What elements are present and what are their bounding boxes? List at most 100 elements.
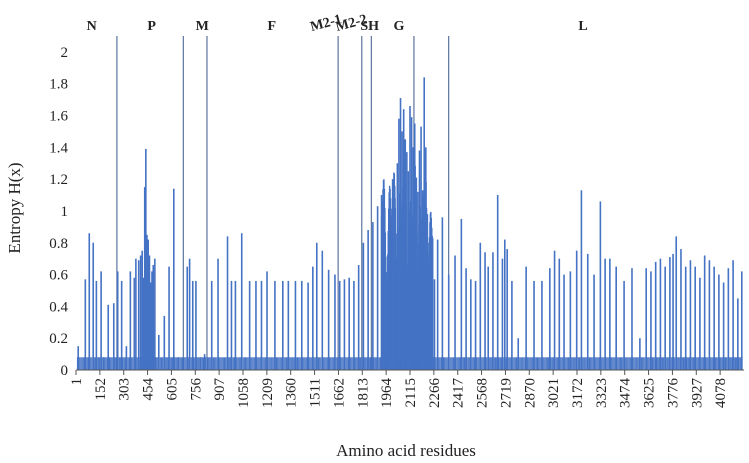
- entropy-bar: [493, 357, 495, 370]
- entropy-bar: [467, 357, 469, 370]
- entropy-bar: [562, 357, 564, 370]
- entropy-bar: [691, 357, 693, 370]
- entropy-bar: [702, 357, 704, 370]
- entropy-bar: [188, 258, 191, 370]
- entropy-bar: [93, 357, 95, 370]
- entropy-bar: [366, 357, 368, 370]
- entropy-bar: [373, 357, 375, 370]
- entropy-bar: [376, 206, 379, 370]
- entropy-bar: [332, 357, 334, 370]
- entropy-bar: [118, 357, 120, 370]
- entropy-bar: [677, 357, 679, 370]
- entropy-bar: [492, 357, 494, 370]
- entropy-bar: [382, 357, 384, 370]
- entropy-bar: [649, 357, 651, 370]
- entropy-bar: [376, 357, 378, 370]
- entropy-bar: [249, 357, 251, 370]
- entropy-bar: [655, 357, 657, 370]
- entropy-bar: [146, 234, 148, 370]
- entropy-bar: [191, 357, 193, 370]
- entropy-bar: [314, 357, 316, 370]
- x-axis-ticks: 1 152 303 454 605 756 907 1058 1209 1360 1511 1662 1…: [69, 370, 729, 408]
- x-tick-label: 605: [164, 378, 180, 401]
- entropy-bar: [534, 357, 536, 370]
- entropy-bar: [115, 357, 117, 370]
- entropy-bar: [221, 357, 223, 370]
- x-tick-label: 3021: [546, 378, 562, 408]
- y-axis-ticks: 0 0.2 0.4 0.6 0.8 1 1.2 1.4 1.6 1.8 2: [49, 45, 68, 379]
- entropy-bar: [146, 357, 148, 370]
- entropy-bar: [281, 357, 283, 370]
- entropy-bar: [215, 357, 217, 370]
- entropy-bar: [200, 357, 202, 370]
- entropy-bar: [184, 357, 186, 370]
- entropy-bar: [259, 357, 261, 370]
- entropy-bar: [273, 357, 275, 370]
- entropy-bar: [84, 279, 87, 370]
- entropy-bar: [180, 357, 182, 370]
- x-tick-label: 1662: [331, 378, 347, 408]
- entropy-bar: [147, 239, 150, 370]
- entropy-bar: [137, 260, 140, 370]
- entropy-bar: [739, 357, 741, 370]
- entropy-bar: [429, 357, 431, 370]
- entropy-bar: [230, 280, 233, 370]
- entropy-bar: [728, 357, 730, 370]
- entropy-bar: [280, 357, 282, 370]
- entropy-bar: [601, 357, 603, 370]
- entropy-bar: [396, 163, 399, 370]
- entropy-bar: [210, 357, 212, 370]
- entropy-bar: [657, 357, 659, 370]
- entropy-bar: [123, 357, 125, 370]
- entropy-bar: [661, 357, 663, 370]
- entropy-bar: [149, 357, 151, 370]
- entropy-bar: [248, 280, 251, 370]
- entropy-bar: [264, 357, 266, 370]
- entropy-bar: [372, 357, 374, 370]
- entropy-bar: [339, 357, 341, 370]
- entropy-bar: [563, 274, 565, 370]
- entropy-bar: [152, 357, 154, 370]
- x-tick-label: 303: [117, 378, 133, 401]
- entropy-bar: [255, 280, 257, 370]
- entropy-bar: [165, 357, 167, 370]
- entropy-bar: [464, 357, 466, 370]
- entropy-bar: [157, 335, 160, 370]
- entropy-bar: [152, 265, 155, 370]
- entropy-bar: [511, 280, 513, 370]
- entropy-bar: [525, 357, 527, 370]
- entropy-bar: [664, 357, 666, 370]
- entropy-bar: [148, 357, 150, 370]
- entropy-bar: [549, 268, 551, 370]
- entropy-bar: [312, 266, 314, 370]
- entropy-bar: [185, 357, 187, 370]
- entropy-bar: [156, 357, 158, 370]
- entropy-bar: [132, 357, 134, 370]
- x-tick-label: 1360: [284, 378, 300, 408]
- entropy-bar: [324, 357, 326, 370]
- entropy-bar: [591, 357, 593, 370]
- entropy-bar: [699, 277, 701, 370]
- entropy-bar: [647, 357, 649, 370]
- entropy-bar: [605, 357, 607, 370]
- entropy-bar: [108, 357, 110, 370]
- entropy-bar: [245, 357, 247, 370]
- entropy-bar: [575, 357, 577, 370]
- entropy-bar: [645, 268, 648, 370]
- y-tick-label: 1.8: [49, 77, 68, 93]
- entropy-bar: [457, 357, 459, 370]
- entropy-bar: [706, 357, 708, 370]
- entropy-bar: [112, 357, 114, 370]
- entropy-bar: [208, 357, 210, 370]
- entropy-bar: [159, 357, 161, 370]
- entropy-bar: [230, 357, 232, 370]
- region-label-g: G: [393, 19, 404, 34]
- entropy-bar: [355, 357, 357, 370]
- entropy-bar: [113, 357, 115, 370]
- entropy-bar: [229, 357, 231, 370]
- entropy-bar: [367, 230, 369, 370]
- entropy-bar: [310, 357, 312, 370]
- entropy-bar: [315, 357, 317, 370]
- entropy-bar: [384, 357, 386, 370]
- entropy-bar: [94, 357, 96, 370]
